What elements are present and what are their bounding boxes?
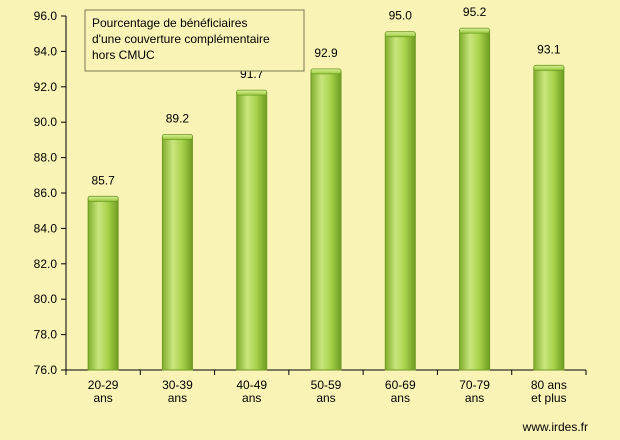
y-tick-label: 92.0 (34, 80, 58, 94)
bar-body (459, 29, 491, 371)
data-label: 89.2 (166, 111, 190, 125)
y-tick-label: 90.0 (34, 115, 58, 129)
bar (533, 64, 565, 371)
legend-line-1: Pourcentage de bénéficiaires (92, 16, 247, 30)
x-category-label: 60-69 (385, 378, 416, 392)
y-tick-label: 96.0 (34, 9, 58, 23)
data-label: 95.2 (463, 5, 487, 19)
x-category-label: 50-59 (311, 378, 342, 392)
bar-body (161, 135, 193, 371)
x-axis: 20-29ans30-39ans40-49ans50-59ans60-69ans… (65, 369, 587, 405)
bar-cap (310, 68, 342, 75)
y-axis: 76.0 78.0 80.0 82.0 84.0 86.0 88.0 90.0 92.0 94.0… (34, 9, 67, 377)
data-labels-group: 85.789.291.792.995.0 95.293.1 (91, 5, 560, 187)
bar-body (236, 91, 268, 371)
x-category-label: ans (242, 391, 261, 405)
y-tick-label: 80.0 (34, 292, 58, 306)
bar (161, 133, 193, 371)
bar-cap (384, 31, 416, 38)
bar (236, 89, 268, 371)
legend-line-3: hors CMUC (92, 48, 155, 62)
x-category-label: ans (168, 391, 187, 405)
y-tick-label: 94.0 (34, 44, 58, 58)
bar (87, 195, 119, 371)
y-tick-label: 82.0 (34, 257, 58, 271)
y-tick-label: 76.0 (34, 363, 58, 377)
data-label: 85.7 (91, 173, 115, 187)
x-category-label: ans (93, 391, 112, 405)
bar-cap (533, 64, 565, 71)
y-tick-label: 88.0 (34, 151, 58, 165)
legend-line-2: d'une couverture complémentaire (92, 32, 270, 46)
y-tick-label: 84.0 (34, 221, 58, 235)
data-label: 92.9 (314, 46, 338, 60)
bar-cap (87, 195, 119, 202)
x-category-label: 70-79 (459, 378, 490, 392)
x-category-label: 80 ans (531, 378, 567, 392)
x-category-label: ans (391, 391, 410, 405)
bar (310, 68, 342, 371)
bar-body (87, 197, 119, 371)
x-category-label: 40-49 (236, 378, 267, 392)
bar (384, 31, 416, 371)
bar-body (533, 66, 565, 371)
bar-cap (236, 89, 268, 96)
bar-body (384, 33, 416, 371)
bar-body (310, 70, 342, 371)
bars-group (87, 27, 565, 371)
legend-frame (84, 9, 305, 72)
x-category-label: ans (465, 391, 484, 405)
bar-cap (162, 133, 193, 140)
y-tick-label: 78.0 (34, 328, 58, 342)
x-category-label: 20-29 (88, 378, 119, 392)
data-label: 95.0 (389, 9, 413, 23)
legend-box: Pourcentage de bénéficiaires d'une couve… (84, 9, 305, 72)
bar (459, 27, 491, 371)
x-category-label: 30-39 (162, 378, 193, 392)
bar-cap (459, 27, 490, 34)
data-label: 93.1 (537, 42, 561, 56)
x-category-label: ans (316, 391, 335, 405)
x-category-label: et plus (531, 391, 566, 405)
source-label: www.irdes.fr (522, 420, 588, 434)
y-tick-label: 86.0 (34, 186, 58, 200)
